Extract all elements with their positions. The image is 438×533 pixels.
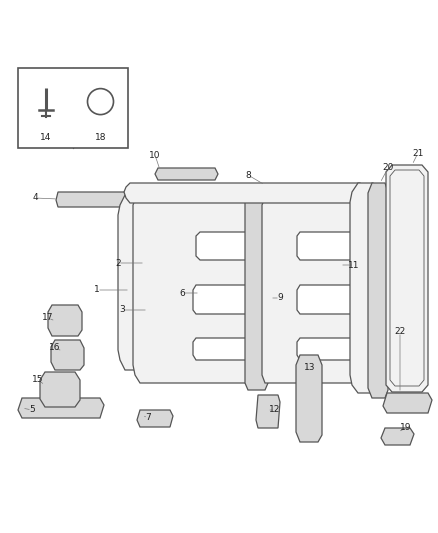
Text: 13: 13 [304, 364, 316, 373]
Text: 14: 14 [40, 133, 51, 142]
Text: 21: 21 [412, 149, 424, 157]
Polygon shape [155, 168, 218, 180]
Text: 2: 2 [115, 259, 121, 268]
Polygon shape [133, 198, 252, 383]
Text: 11: 11 [348, 261, 360, 270]
Polygon shape [124, 183, 368, 203]
Polygon shape [245, 198, 268, 390]
Polygon shape [18, 398, 104, 418]
Polygon shape [118, 195, 150, 370]
Text: 10: 10 [149, 150, 161, 159]
Polygon shape [137, 410, 173, 427]
Polygon shape [350, 183, 382, 393]
Polygon shape [40, 372, 80, 407]
Text: 17: 17 [42, 313, 54, 322]
Polygon shape [262, 198, 364, 383]
Text: 6: 6 [179, 288, 185, 297]
Text: 22: 22 [394, 327, 406, 336]
Text: 20: 20 [382, 164, 394, 173]
Polygon shape [383, 393, 432, 413]
Polygon shape [296, 355, 322, 442]
Polygon shape [256, 395, 280, 428]
Polygon shape [368, 183, 388, 398]
Text: 4: 4 [32, 193, 38, 203]
Text: 16: 16 [49, 343, 61, 352]
Text: 3: 3 [119, 305, 125, 314]
Text: 19: 19 [400, 424, 412, 432]
Text: 12: 12 [269, 406, 281, 415]
Text: 18: 18 [95, 133, 106, 142]
Text: 9: 9 [277, 294, 283, 303]
Text: 1: 1 [94, 286, 100, 295]
Text: 7: 7 [145, 414, 151, 423]
Polygon shape [381, 428, 414, 445]
Polygon shape [386, 165, 428, 392]
Polygon shape [48, 305, 82, 336]
Polygon shape [56, 192, 130, 207]
Text: 5: 5 [29, 406, 35, 415]
Text: 8: 8 [245, 171, 251, 180]
Text: 15: 15 [32, 376, 44, 384]
Bar [18, 68, 128, 148]
Polygon shape [51, 340, 84, 370]
